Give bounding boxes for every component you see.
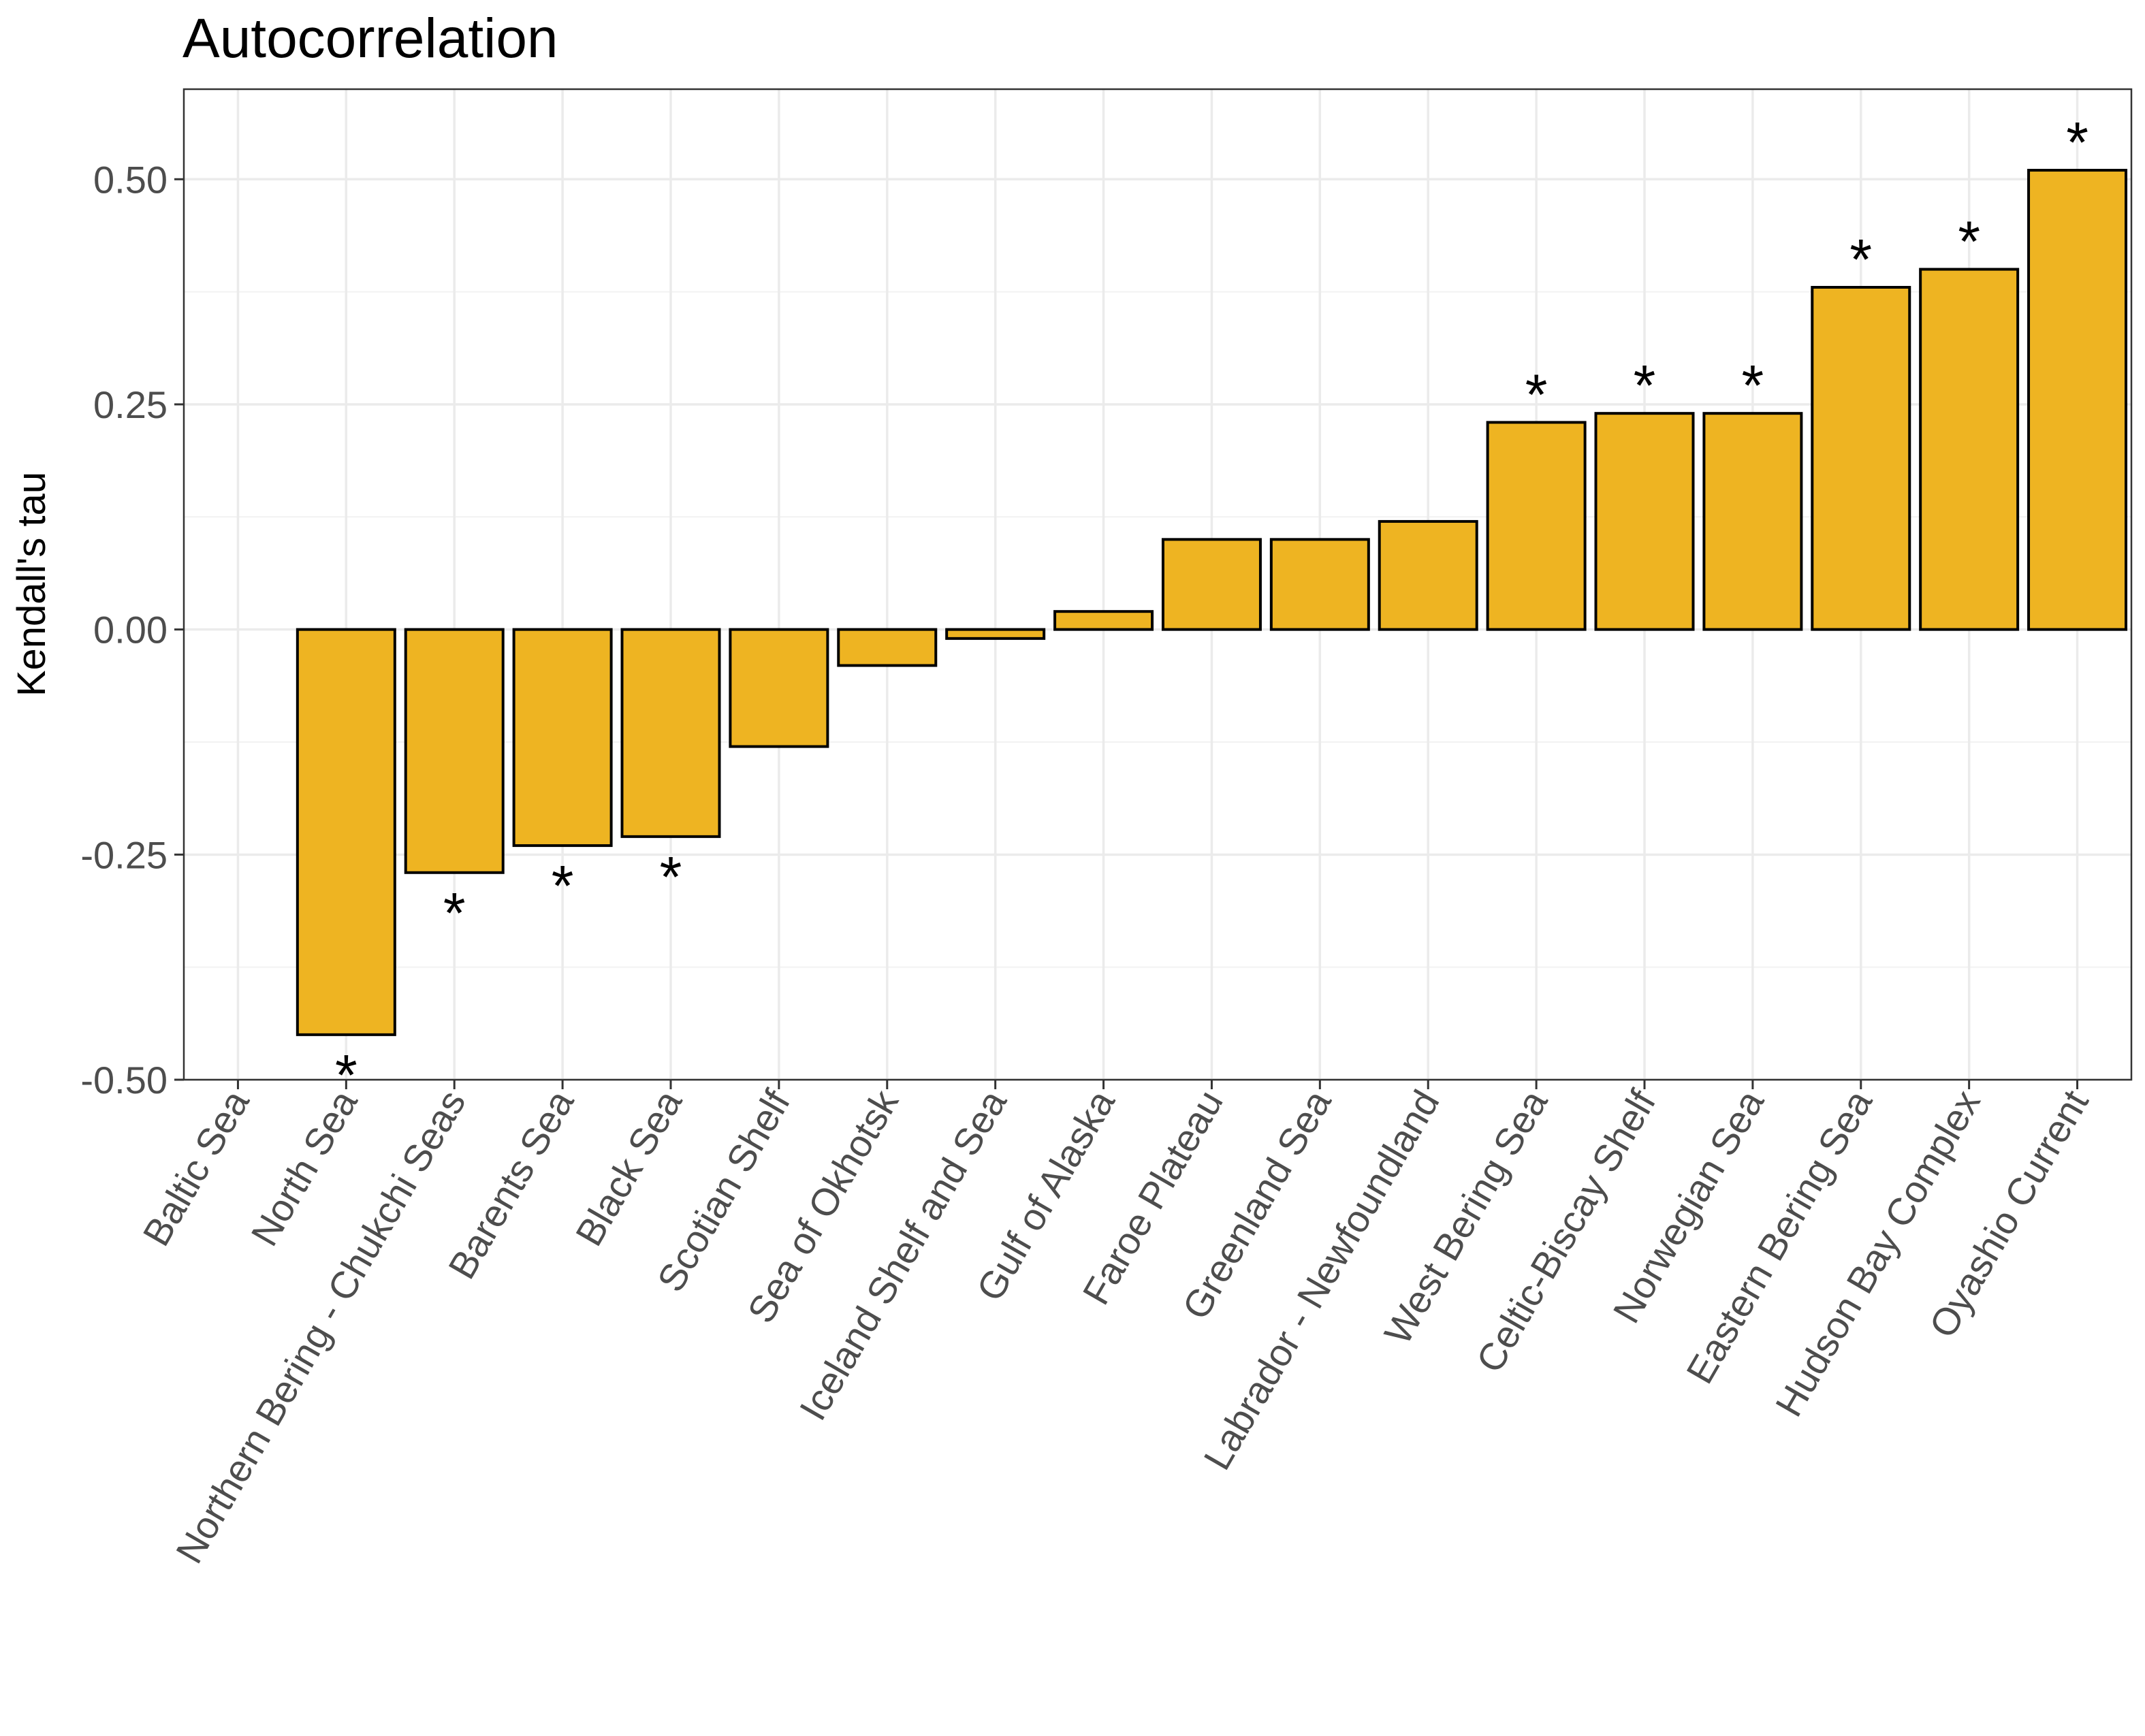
bar xyxy=(1269,538,1370,631)
bar xyxy=(512,628,613,848)
bar xyxy=(1919,268,2020,631)
bar xyxy=(1378,519,1478,631)
bar xyxy=(2027,169,2128,631)
bar xyxy=(620,628,721,838)
significance-star: * xyxy=(443,881,466,945)
y-tick-label: -0.50 xyxy=(80,1059,168,1102)
bar xyxy=(296,628,396,1036)
y-tick-label: 0.00 xyxy=(93,609,168,652)
y-axis: -0.50 -0.25 0.00 0.25 0.50 xyxy=(80,158,184,1102)
x-tick-label: North Sea xyxy=(242,1082,366,1253)
bar xyxy=(1594,412,1695,631)
bar xyxy=(1486,421,1587,631)
bar xyxy=(1053,610,1154,631)
plot-panel-border xyxy=(182,88,2133,1081)
x-tick-label: Black Sea xyxy=(567,1082,690,1253)
significance-star: * xyxy=(2066,110,2088,174)
significance-star: * xyxy=(1958,210,1980,274)
significance-star: * xyxy=(1742,353,1764,417)
significance-star: * xyxy=(660,845,682,909)
significance-star: * xyxy=(1525,362,1548,426)
y-axis-label: Kendall's tau xyxy=(10,472,54,696)
x-tick-label: Baltic Sea xyxy=(134,1082,257,1253)
bar xyxy=(1811,286,1911,631)
y-tick-label: -0.25 xyxy=(80,833,168,876)
significance-star: * xyxy=(1849,227,1872,291)
significance-star: * xyxy=(1634,353,1656,417)
bar xyxy=(945,628,1046,640)
significance-markers: * * * * * * * * * * xyxy=(335,110,2088,1107)
bars xyxy=(296,169,2128,1036)
x-tick-label: Iceland Shelf and Sea xyxy=(791,1082,1015,1428)
significance-star: * xyxy=(552,854,574,918)
bar xyxy=(729,628,829,748)
bar xyxy=(1702,412,1803,631)
y-tick-label: 0.25 xyxy=(93,383,168,426)
plot-panel-background xyxy=(184,89,2131,1080)
y-tick-label: 0.50 xyxy=(93,158,168,201)
chart-title: Autocorrelation xyxy=(182,7,558,69)
bar xyxy=(1161,538,1262,631)
significance-star: * xyxy=(335,1043,358,1107)
bar xyxy=(837,628,938,667)
bar xyxy=(404,628,505,874)
x-tick-label: Hudson Bay Complex xyxy=(1767,1083,1988,1424)
